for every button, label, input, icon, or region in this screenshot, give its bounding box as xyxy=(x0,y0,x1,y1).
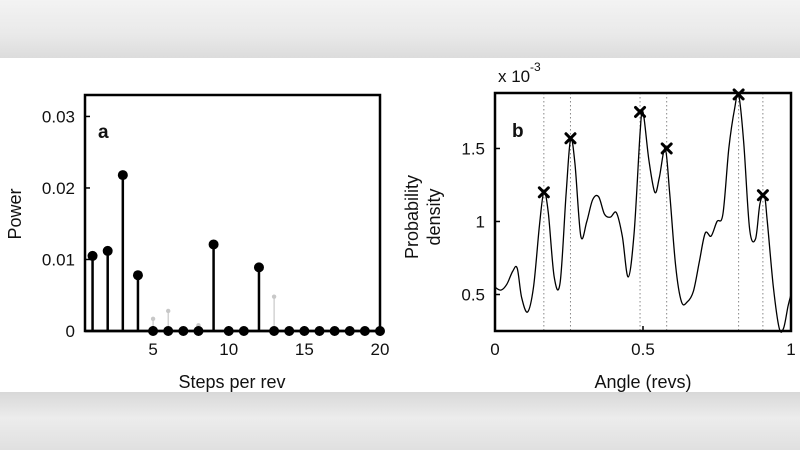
grey-stem-marker xyxy=(150,316,156,322)
grey-stem-marker xyxy=(271,294,277,299)
chart-b: 0 0.5 10.511.5 b Angle (revs) Probability … xyxy=(402,60,796,392)
chart-a-axes-box xyxy=(83,93,382,333)
stem-marker xyxy=(208,239,219,250)
peak-marker xyxy=(564,132,577,145)
peak-marker xyxy=(537,186,550,199)
y-tick-label: 1.5 xyxy=(461,139,485,158)
chart-b-ylabel-line2: density xyxy=(424,188,444,245)
chart-b-ticks: 0 0.5 1 0.5 1 1.5 xyxy=(461,139,795,359)
y-tick-label: 0.5 xyxy=(461,285,485,304)
y-tick-label: 1 xyxy=(476,212,485,231)
x-tick-label: 5 xyxy=(148,340,157,359)
chart-b-marks xyxy=(494,88,792,333)
chart-a-panel-label: a xyxy=(98,122,109,143)
chart-a-xlabel: Steps per rev xyxy=(178,372,285,392)
stem-marker xyxy=(117,170,128,181)
stem-marker xyxy=(102,245,113,256)
chart-b-axes-box xyxy=(493,91,793,333)
peak-marker xyxy=(634,105,647,118)
grey-stem-marker xyxy=(166,308,171,314)
x-tick-label: 0 xyxy=(490,340,499,359)
y-tick-label: 0.03 xyxy=(42,107,75,126)
chart-a-ticks: 5 10 15 20 0 0.01 0.02 0.03 xyxy=(42,107,390,359)
y-tick-label: 0 xyxy=(66,322,75,341)
stem-marker xyxy=(132,270,143,281)
y-tick-label: 0.02 xyxy=(42,179,75,198)
x-tick-label: 20 xyxy=(371,340,390,359)
peak-marker xyxy=(732,88,745,101)
stem-marker xyxy=(253,262,264,273)
chart-b-panel-label: b xyxy=(512,121,524,142)
chart-a: 5 10 15 20 0 0.01 0.02 0.03 a Steps per rev Pow… xyxy=(5,93,390,392)
chart-b-exponent-power: -3 xyxy=(530,60,541,74)
chart-b-xlabel: Angle (revs) xyxy=(594,372,691,392)
peak-marker xyxy=(756,189,769,202)
x-tick-label: 15 xyxy=(295,340,314,359)
x-tick-label: 0.5 xyxy=(631,340,655,359)
chart-a-marks xyxy=(85,170,385,336)
figure-panel: 5 10 15 20 0 0.01 0.02 0.03 a Steps per rev Pow… xyxy=(0,58,800,392)
y-tick-label: 0.01 xyxy=(42,250,75,269)
density-curve xyxy=(494,92,792,333)
chart-b-ylabel-line1: Probability xyxy=(402,175,422,259)
chart-b-exponent-base: x 10 xyxy=(498,67,530,86)
background-band-top xyxy=(0,0,800,58)
x-tick-label: 1 xyxy=(786,340,795,359)
stem-marker xyxy=(87,250,98,261)
chart-a-ylabel: Power xyxy=(5,188,25,239)
background-band-bottom xyxy=(0,392,800,450)
peak-marker xyxy=(660,142,673,155)
x-tick-label: 10 xyxy=(219,340,238,359)
